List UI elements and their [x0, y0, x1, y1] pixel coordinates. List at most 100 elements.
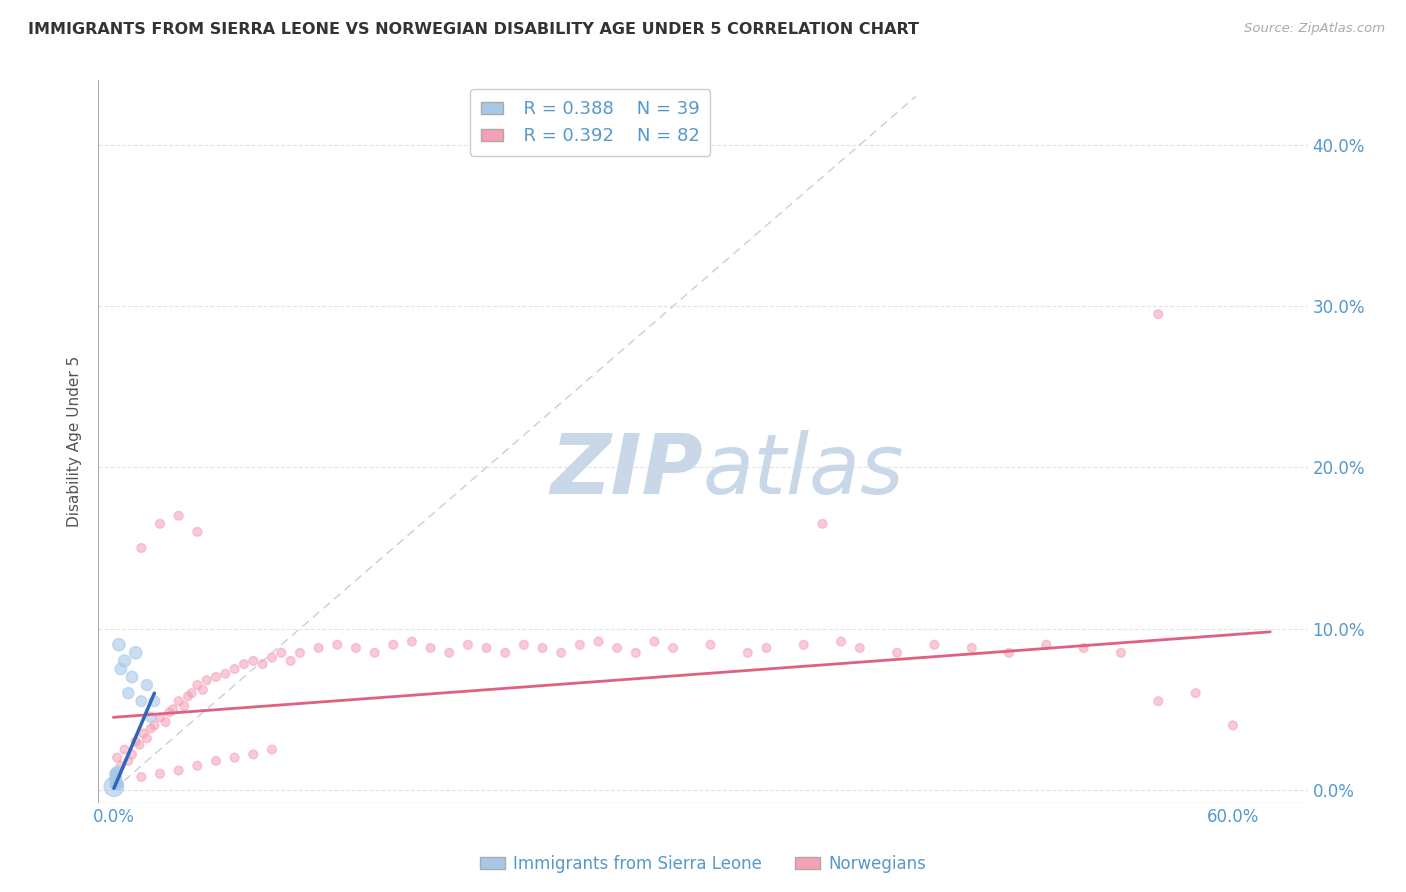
- Point: [103, 773, 125, 788]
- Point: [848, 640, 870, 655]
- Point: [224, 662, 246, 676]
- Point: [149, 710, 172, 724]
- Point: [128, 738, 150, 752]
- Point: [252, 657, 274, 672]
- Point: [308, 640, 330, 655]
- Point: [886, 646, 908, 660]
- Point: [326, 638, 349, 652]
- Point: [103, 766, 125, 780]
- Point: [103, 778, 125, 792]
- Point: [117, 686, 139, 700]
- Point: [924, 638, 946, 652]
- Point: [205, 754, 228, 768]
- Point: [1147, 307, 1170, 321]
- Point: [105, 774, 128, 789]
- Point: [186, 524, 208, 539]
- Point: [104, 774, 127, 789]
- Point: [104, 773, 127, 788]
- Point: [149, 766, 172, 780]
- Point: [121, 747, 143, 762]
- Point: [107, 778, 129, 792]
- Point: [104, 773, 127, 788]
- Point: [131, 694, 153, 708]
- Text: atlas: atlas: [703, 430, 904, 511]
- Point: [1184, 686, 1206, 700]
- Point: [136, 678, 159, 692]
- Point: [104, 778, 127, 792]
- Point: [382, 638, 405, 652]
- Point: [186, 758, 208, 772]
- Y-axis label: Disability Age Under 5: Disability Age Under 5: [67, 356, 83, 527]
- Point: [1035, 638, 1057, 652]
- Point: [280, 654, 302, 668]
- Point: [1109, 646, 1132, 660]
- Point: [139, 710, 162, 724]
- Point: [550, 646, 572, 660]
- Point: [108, 638, 131, 652]
- Point: [155, 715, 177, 730]
- Point: [568, 638, 591, 652]
- Point: [104, 768, 127, 782]
- Point: [1147, 694, 1170, 708]
- Point: [344, 640, 367, 655]
- Point: [214, 666, 236, 681]
- Point: [104, 770, 127, 784]
- Point: [105, 772, 128, 786]
- Point: [177, 690, 200, 704]
- Point: [104, 765, 127, 780]
- Point: [793, 638, 815, 652]
- Point: [180, 686, 202, 700]
- Point: [105, 764, 128, 778]
- Point: [107, 770, 129, 784]
- Point: [662, 640, 685, 655]
- Point: [105, 750, 128, 764]
- Point: [105, 768, 128, 782]
- Point: [260, 650, 283, 665]
- Point: [588, 634, 610, 648]
- Point: [475, 640, 498, 655]
- Point: [494, 646, 516, 660]
- Point: [103, 770, 125, 784]
- Point: [242, 654, 264, 668]
- Point: [195, 673, 218, 688]
- Point: [186, 678, 208, 692]
- Text: ZIP: ZIP: [550, 430, 703, 511]
- Point: [125, 646, 148, 660]
- Text: Source: ZipAtlas.com: Source: ZipAtlas.com: [1244, 22, 1385, 36]
- Point: [270, 646, 292, 660]
- Point: [131, 541, 153, 555]
- Point: [105, 778, 128, 792]
- Point: [513, 638, 536, 652]
- Point: [132, 726, 155, 740]
- Point: [811, 516, 834, 531]
- Point: [139, 722, 162, 736]
- Point: [998, 646, 1021, 660]
- Point: [624, 646, 647, 660]
- Point: [105, 766, 128, 780]
- Point: [830, 634, 852, 648]
- Point: [419, 640, 441, 655]
- Point: [167, 694, 190, 708]
- Point: [233, 657, 256, 672]
- Point: [205, 670, 228, 684]
- Point: [114, 742, 136, 756]
- Point: [104, 768, 127, 782]
- Point: [131, 770, 153, 784]
- Point: [149, 516, 172, 531]
- Point: [104, 776, 127, 790]
- Point: [108, 776, 131, 790]
- Point: [173, 699, 195, 714]
- Point: [117, 754, 139, 768]
- Point: [699, 638, 721, 652]
- Point: [136, 731, 159, 746]
- Point: [105, 772, 128, 786]
- Legend: Immigrants from Sierra Leone, Norwegians: Immigrants from Sierra Leone, Norwegians: [472, 848, 934, 880]
- Point: [191, 682, 214, 697]
- Point: [121, 670, 143, 684]
- Legend:   R = 0.388    N = 39,   R = 0.392    N = 82: R = 0.388 N = 39, R = 0.392 N = 82: [470, 89, 710, 156]
- Point: [110, 758, 132, 772]
- Point: [643, 634, 665, 648]
- Point: [755, 640, 778, 655]
- Text: IMMIGRANTS FROM SIERRA LEONE VS NORWEGIAN DISABILITY AGE UNDER 5 CORRELATION CHA: IMMIGRANTS FROM SIERRA LEONE VS NORWEGIA…: [28, 22, 920, 37]
- Point: [288, 646, 311, 660]
